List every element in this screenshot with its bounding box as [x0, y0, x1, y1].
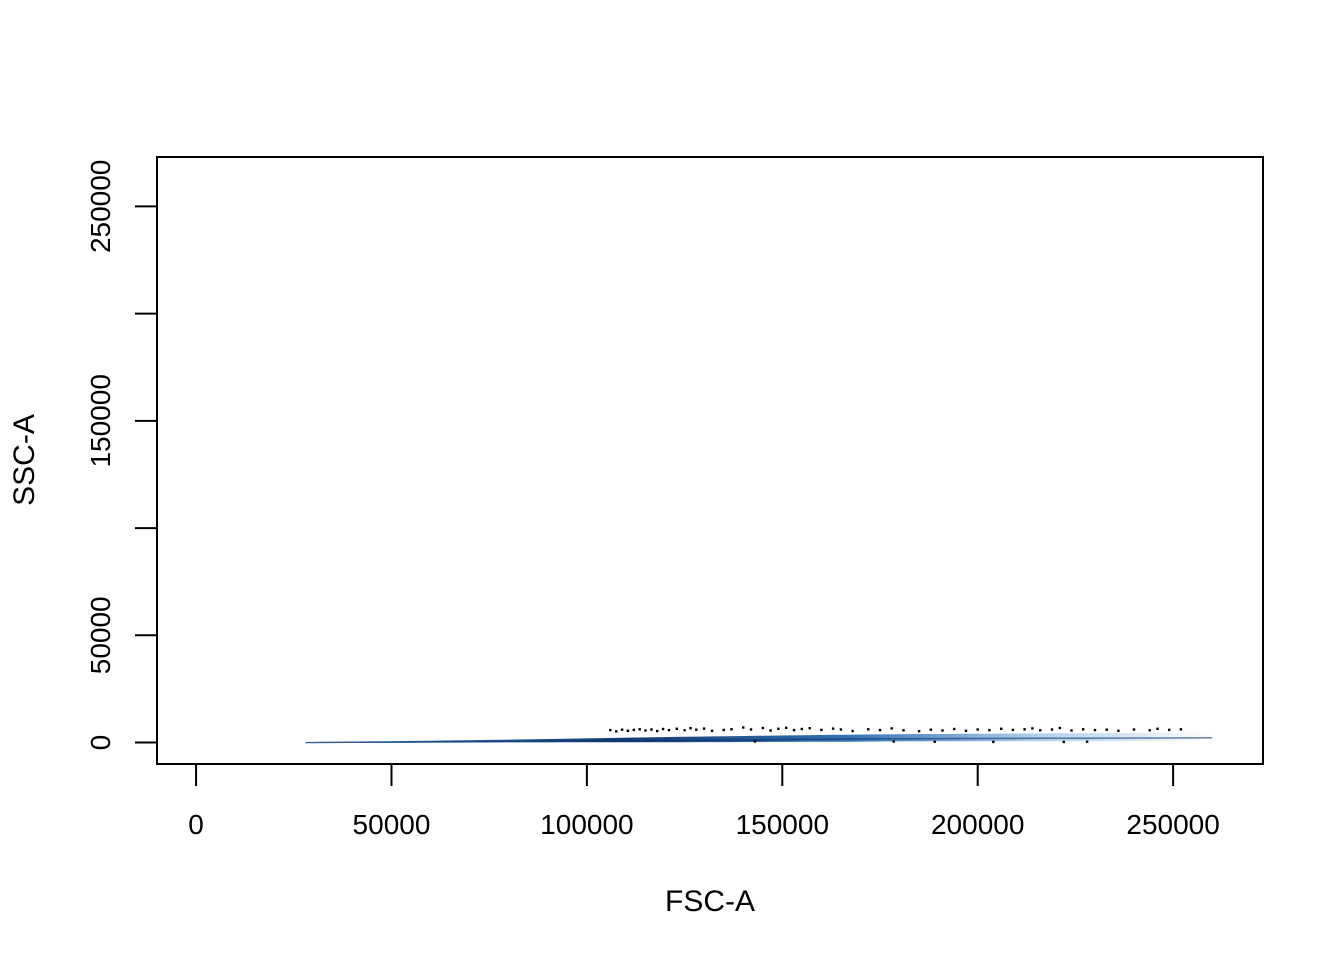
x-axis: 0 50000 100000 150000 200000 250000	[188, 763, 1220, 840]
x-tick-label: 50000	[353, 809, 431, 840]
x-tick-label: 250000	[1126, 809, 1219, 840]
data-point	[992, 740, 995, 744]
data-point	[675, 727, 678, 730]
plot-frame	[156, 156, 1264, 765]
data-point	[878, 728, 882, 732]
data-point	[689, 727, 692, 730]
data-point	[695, 728, 698, 731]
data-point	[831, 727, 835, 730]
data-point	[785, 726, 788, 729]
x-tick-label: 0	[188, 809, 204, 840]
data-point	[1093, 728, 1097, 732]
data-point	[626, 729, 630, 732]
y-axis: 0 50000 150000 250000	[85, 160, 158, 751]
data-point	[1168, 728, 1171, 732]
data-point	[1039, 729, 1042, 732]
data-point	[1148, 729, 1151, 732]
data-point	[1179, 728, 1183, 731]
data-point	[953, 727, 956, 731]
data-point	[800, 727, 803, 731]
data-point	[632, 728, 635, 732]
data-point	[1085, 740, 1089, 743]
y-tick-label: 50000	[85, 596, 116, 674]
data-point	[1031, 727, 1034, 730]
data-point	[1156, 727, 1159, 730]
y-tick-label: 0	[85, 735, 116, 751]
data-point	[933, 740, 936, 743]
data-point	[808, 727, 811, 730]
data-point	[1000, 727, 1003, 730]
data-point	[650, 728, 653, 731]
data-point	[1082, 728, 1085, 731]
data-point	[702, 727, 706, 730]
data-point	[753, 740, 757, 743]
data-point	[820, 728, 823, 732]
data-point	[661, 727, 665, 731]
y-tick-label: 250000	[85, 160, 116, 253]
data-point	[620, 728, 624, 731]
data-point	[941, 729, 944, 732]
density-band	[305, 732, 1213, 743]
data-point	[638, 728, 641, 731]
data-point	[777, 727, 780, 730]
data-point	[1132, 728, 1136, 731]
data-point	[964, 729, 968, 732]
data-point	[749, 728, 753, 731]
data-point	[769, 729, 772, 732]
y-tick-label: 150000	[85, 374, 116, 467]
data-point	[917, 730, 921, 733]
data-point	[644, 729, 647, 732]
data-point	[867, 728, 870, 731]
data-point	[929, 728, 932, 731]
data-point	[667, 728, 671, 732]
data-point	[1062, 740, 1065, 744]
x-axis-label: FSC-A	[665, 885, 755, 918]
data-point	[609, 728, 612, 732]
y-axis-label: SSC-A	[8, 414, 41, 506]
data-point	[742, 726, 745, 729]
data-point	[683, 729, 686, 732]
data-point	[851, 729, 854, 733]
data-point	[1058, 726, 1061, 730]
x-tick-label: 150000	[736, 809, 829, 840]
data-point	[890, 727, 893, 730]
x-tick-label: 200000	[931, 809, 1024, 840]
data-point	[710, 729, 714, 732]
data-point	[902, 729, 905, 732]
data-point	[1117, 729, 1120, 732]
data-point	[839, 728, 843, 731]
data-point	[730, 728, 733, 731]
data-point	[892, 740, 895, 743]
data-point	[761, 726, 764, 730]
density-core	[305, 737, 1213, 744]
data-point	[1011, 728, 1015, 732]
data-point	[1023, 728, 1026, 731]
data-point	[1050, 728, 1054, 731]
data-point	[1105, 728, 1108, 731]
data-point	[615, 730, 618, 733]
data-point	[722, 728, 725, 732]
density-cloud	[305, 732, 1213, 744]
data-point	[976, 728, 979, 731]
data-point	[792, 728, 796, 732]
data-point	[988, 728, 991, 732]
x-tick-label: 100000	[540, 809, 633, 840]
data-point	[656, 729, 659, 733]
outlier-points	[609, 726, 1183, 744]
data-point	[1070, 729, 1073, 732]
